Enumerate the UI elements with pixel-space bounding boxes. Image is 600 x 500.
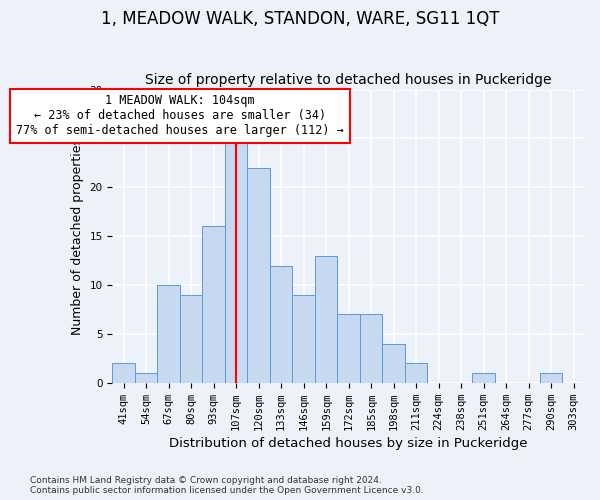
Y-axis label: Number of detached properties: Number of detached properties <box>71 138 84 334</box>
Bar <box>405 364 427 383</box>
X-axis label: Distribution of detached houses by size in Puckeridge: Distribution of detached houses by size … <box>169 437 528 450</box>
Bar <box>247 168 270 383</box>
Bar <box>135 373 157 383</box>
Bar <box>360 314 382 383</box>
Bar <box>472 373 495 383</box>
Bar <box>180 295 202 383</box>
Bar <box>270 266 292 383</box>
Title: Size of property relative to detached houses in Puckeridge: Size of property relative to detached ho… <box>145 73 552 87</box>
Bar <box>382 344 405 383</box>
Bar <box>157 285 180 383</box>
Text: Contains HM Land Registry data © Crown copyright and database right 2024.
Contai: Contains HM Land Registry data © Crown c… <box>30 476 424 495</box>
Bar <box>292 295 315 383</box>
Text: 1 MEADOW WALK: 104sqm
← 23% of detached houses are smaller (34)
77% of semi-deta: 1 MEADOW WALK: 104sqm ← 23% of detached … <box>16 94 344 138</box>
Bar <box>315 256 337 383</box>
Bar <box>225 138 247 383</box>
Bar <box>202 226 225 383</box>
Bar <box>337 314 360 383</box>
Bar <box>112 364 135 383</box>
Text: 1, MEADOW WALK, STANDON, WARE, SG11 1QT: 1, MEADOW WALK, STANDON, WARE, SG11 1QT <box>101 10 499 28</box>
Bar <box>540 373 562 383</box>
